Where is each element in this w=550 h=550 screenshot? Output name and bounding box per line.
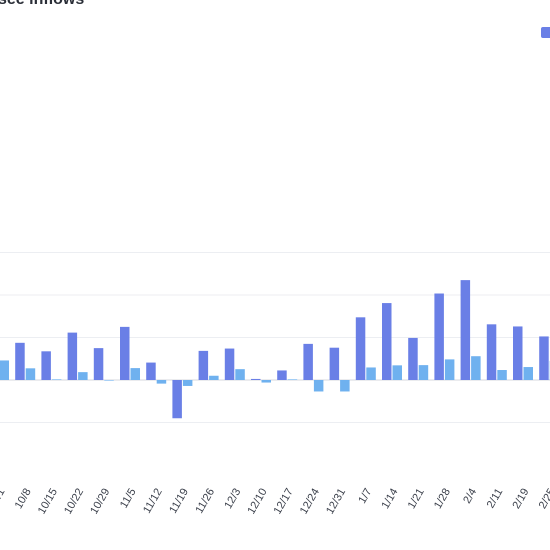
x-tick-label: 10/1 bbox=[0, 487, 8, 512]
bar-series-2-11-5[interactable] bbox=[130, 368, 141, 380]
bar-series-1-11-5[interactable] bbox=[120, 326, 130, 380]
bar-series-1-1-28[interactable] bbox=[434, 293, 444, 380]
bar-series-2-12-3[interactable] bbox=[235, 369, 245, 380]
gridlines bbox=[0, 252, 550, 423]
x-tick-label: 10/8 bbox=[13, 487, 34, 512]
x-tick-label: 12/31 bbox=[324, 487, 348, 517]
x-tick-label: 2/11 bbox=[485, 487, 506, 511]
bar-series-1-2-19[interactable] bbox=[513, 326, 523, 380]
x-axis-labels: 10/1 10/8 10/15 10/22 10/29 11/5 11/12 11/19 11/… bbox=[0, 487, 550, 517]
bar-series-1-11-26[interactable] bbox=[198, 350, 209, 380]
legend-swatch-series-1[interactable] bbox=[541, 27, 550, 38]
x-tick-label: 10/15 bbox=[36, 487, 60, 517]
x-tick-label: 2/19 bbox=[510, 487, 531, 512]
bar-series-2-12-10[interactable] bbox=[261, 380, 272, 383]
bar-series-2-12-24[interactable] bbox=[313, 380, 324, 392]
x-tick-label: 1/21 bbox=[406, 487, 427, 512]
bar-series-1-10-29[interactable] bbox=[93, 348, 104, 380]
x-tick-label: 1/7 bbox=[356, 487, 374, 506]
bar-series-2-10-15[interactable] bbox=[51, 379, 62, 380]
legend bbox=[541, 27, 550, 38]
bar-series-1-12-10[interactable] bbox=[251, 378, 261, 380]
x-tick-label: 11/19 bbox=[167, 487, 191, 516]
x-tick-label: 11/26 bbox=[193, 487, 217, 516]
bar-series-2-2-4[interactable] bbox=[471, 356, 481, 380]
bar-series-2-1-14[interactable] bbox=[392, 365, 403, 380]
bar-series-1-11-12[interactable] bbox=[146, 362, 156, 380]
x-tick-label: 12/24 bbox=[298, 487, 322, 517]
bar-series-1-2-11[interactable] bbox=[486, 324, 497, 380]
bar-series-1-12-31[interactable] bbox=[329, 347, 340, 380]
bar-series-1-12-3[interactable] bbox=[224, 348, 235, 380]
bar-series-1-10-8[interactable] bbox=[15, 342, 25, 380]
x-tick-label: 2/4 bbox=[461, 487, 479, 506]
bar-series-1-12-17[interactable] bbox=[277, 370, 287, 380]
x-tick-label: 12/3 bbox=[222, 487, 243, 512]
x-tick-label: 11/5 bbox=[118, 487, 139, 511]
bar-series-2-10-29[interactable] bbox=[104, 380, 114, 381]
bar-series-2-10-8[interactable] bbox=[25, 368, 36, 380]
bar-series-2-10-22[interactable] bbox=[78, 372, 88, 380]
bar-series-2-10-1[interactable] bbox=[0, 360, 9, 380]
bar-series-1-1-7[interactable] bbox=[355, 317, 366, 380]
bar-series-2-12-31[interactable] bbox=[340, 380, 350, 392]
bar-series-1-1-14[interactable] bbox=[382, 303, 392, 380]
x-tick-label: 10/22 bbox=[62, 487, 86, 517]
bar-series-2-2-19[interactable] bbox=[523, 367, 534, 380]
x-tick-label: 1/14 bbox=[379, 487, 400, 512]
x-tick-label: 10/29 bbox=[88, 487, 112, 517]
bar-series-2-11-12[interactable] bbox=[156, 380, 167, 384]
x-tick-label: 11/12 bbox=[141, 487, 165, 516]
bar-series-1-2-25[interactable] bbox=[539, 336, 549, 380]
bar-series-1-12-24[interactable] bbox=[303, 343, 313, 380]
bar-series-2-2-11[interactable] bbox=[497, 370, 507, 380]
x-tick-label: 12/17 bbox=[272, 487, 296, 517]
x-tick-label: 1/28 bbox=[432, 487, 453, 512]
bars-group bbox=[0, 280, 550, 419]
bar-series-1-11-19[interactable] bbox=[172, 380, 182, 419]
chart-title: see inflows bbox=[0, 0, 84, 9]
bar-series-2-1-7[interactable] bbox=[366, 367, 376, 380]
bar-series-1-10-22[interactable] bbox=[67, 332, 78, 380]
bar-series-1-2-4[interactable] bbox=[460, 280, 471, 380]
x-tick-label: 12/10 bbox=[245, 487, 269, 517]
bar-series-2-11-19[interactable] bbox=[182, 380, 193, 386]
bar-series-2-11-26[interactable] bbox=[209, 375, 219, 380]
x-tick-label: 2/25 bbox=[537, 487, 550, 512]
bar-series-1-1-21[interactable] bbox=[408, 337, 418, 380]
bar-series-2-12-17[interactable] bbox=[287, 379, 298, 380]
bar-series-2-1-28[interactable] bbox=[444, 359, 455, 380]
bar-series-2-1-21[interactable] bbox=[418, 365, 429, 380]
bar-series-1-10-15[interactable] bbox=[41, 351, 51, 380]
